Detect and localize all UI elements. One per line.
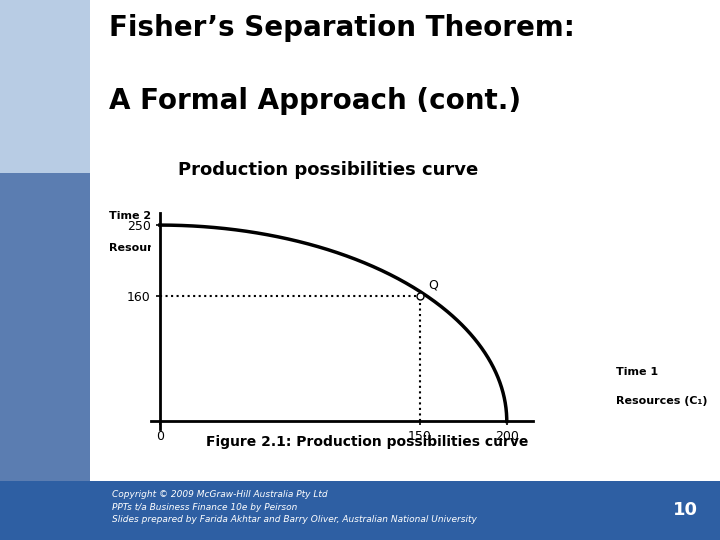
Text: Copyright © 2009 McGraw-Hill Australia Pty Ltd
PPTs t/a Business Finance 10e by : Copyright © 2009 McGraw-Hill Australia P…	[112, 490, 477, 524]
Text: Resources (C₂): Resources (C₂)	[109, 242, 200, 253]
Text: A Formal Approach (cont.): A Formal Approach (cont.)	[109, 86, 521, 114]
Text: Time 1: Time 1	[616, 367, 658, 377]
Text: 10: 10	[673, 501, 698, 519]
Text: Production possibilities curve: Production possibilities curve	[179, 161, 479, 179]
Text: Resources (C₁): Resources (C₁)	[616, 396, 708, 406]
Text: Time 2: Time 2	[109, 212, 151, 221]
Text: Fisher’s Separation Theorem:: Fisher’s Separation Theorem:	[109, 15, 575, 43]
Text: Q: Q	[428, 279, 438, 292]
Text: Figure 2.1: Production possibilities curve: Figure 2.1: Production possibilities cur…	[206, 435, 528, 449]
